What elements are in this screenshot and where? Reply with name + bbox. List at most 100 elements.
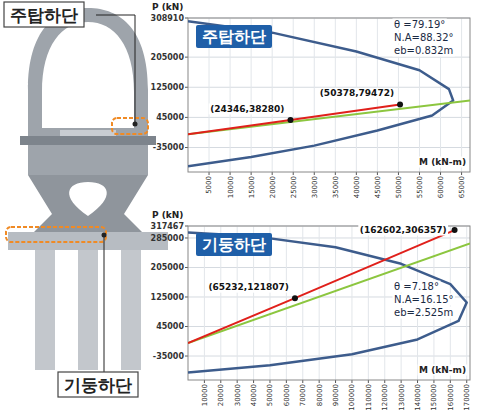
- x-tick-label: 50000: [395, 176, 403, 198]
- diagram-label: 기둥하단: [64, 375, 132, 395]
- chart: -35000 45000 125000 205000 285000 317467 10000…: [151, 210, 472, 411]
- grid-line: [368, 226, 369, 380]
- plot-bg: [188, 18, 470, 172]
- x-tick-label: 100000: [348, 384, 356, 411]
- label-patch: [393, 307, 455, 319]
- x-tick-label: 120000: [381, 384, 389, 411]
- x-tick-label: 50000: [266, 384, 274, 406]
- label-box: [4, 2, 84, 27]
- tower-illustration: 주탑하단기둥하단: [4, 2, 168, 397]
- point-marker: [287, 117, 293, 123]
- title-box: [196, 233, 272, 256]
- point-marker: [397, 101, 403, 107]
- x-tick-label: 140000: [414, 384, 422, 411]
- grid-line: [384, 226, 385, 380]
- point-marker: [452, 227, 458, 233]
- leader: [96, 15, 135, 124]
- x-tick-label: 40000: [250, 384, 258, 406]
- y-tick-label: -35000: [153, 352, 185, 361]
- x-tick-label: 65000: [458, 176, 466, 198]
- chart: -350004500012500020500030891050001000015…: [151, 2, 470, 198]
- label-patch: [393, 281, 441, 293]
- y-tick-label: 317467: [151, 222, 184, 231]
- x-tick-label: 30000: [311, 176, 319, 198]
- pile: [78, 250, 98, 370]
- label-patch: [318, 88, 395, 99]
- x-tick-label: 110000: [365, 384, 373, 411]
- point-label: (24346,38280): [210, 104, 284, 114]
- x-tick-label: 5000: [205, 176, 213, 194]
- series-line: [188, 100, 470, 134]
- label-patch: [209, 103, 286, 114]
- pile: [35, 250, 55, 370]
- x-tick-label: 10000: [201, 384, 209, 406]
- diagram-label: 주탑하단: [10, 5, 78, 25]
- y-tick-label: 205000: [151, 263, 185, 272]
- tower-upper: [28, 8, 148, 175]
- series-line: [188, 232, 467, 372]
- y-tick-label: 125000: [151, 293, 185, 302]
- leader-dot: [102, 233, 107, 238]
- x-tick-label: 40000: [353, 176, 361, 198]
- label-patch: [418, 157, 468, 168]
- label-patch: [393, 19, 447, 31]
- leader-dot: [133, 122, 138, 127]
- chart-title: 주탑하단: [202, 27, 266, 46]
- point-label: (65232,121807): [208, 282, 289, 292]
- y-tick-label: 45000: [156, 322, 184, 331]
- x-tick-label: 45000: [374, 176, 382, 198]
- x-tick-label: 20000: [269, 176, 277, 198]
- x-tick-label: 15000: [248, 176, 256, 198]
- plot-bg: [188, 226, 470, 380]
- label-box: [58, 372, 138, 397]
- x-tick-label: 55000: [416, 176, 424, 198]
- grid-line: [188, 267, 470, 268]
- series-line: [188, 230, 455, 343]
- x-tick-label: 80000: [316, 384, 324, 406]
- data-layer: [188, 227, 470, 373]
- grid-line: [319, 226, 320, 380]
- x-tick-label: 70000: [299, 384, 307, 406]
- section-mark: [6, 227, 106, 242]
- y-tick-label: 308910: [151, 14, 185, 23]
- y-tick-label: 205000: [151, 53, 185, 62]
- point-label: (162602,306357): [360, 225, 447, 235]
- series-line: [188, 244, 470, 344]
- x-tick-label: 160000: [447, 384, 455, 411]
- data-layer: [188, 21, 470, 166]
- label-patch: [358, 225, 448, 236]
- y-tick-label: 45000: [156, 113, 184, 122]
- pile: [121, 250, 141, 370]
- label-patch: [393, 294, 456, 306]
- label-patch: [207, 282, 291, 293]
- y-tick-label: -35000: [153, 143, 185, 152]
- x-tick-label: 25000: [290, 176, 298, 198]
- note: eb=0.832m: [394, 45, 453, 56]
- figure: 주탑하단기둥하단-3500045000125000205000308910500…: [0, 0, 498, 414]
- x-tick-label: 30000: [234, 384, 242, 406]
- tower-lower: [28, 175, 148, 232]
- x-tick-label: 90000: [332, 384, 340, 406]
- note: N.A=16.15°: [394, 294, 454, 305]
- grid-line: [351, 226, 352, 380]
- y-axis-title: P (kN): [152, 210, 183, 220]
- x-tick-label: 60000: [437, 176, 445, 198]
- title-box: [196, 25, 272, 48]
- x-tick-label: 10000: [227, 176, 235, 198]
- plot-frame: [188, 18, 470, 172]
- x-tick-label: 60000: [283, 384, 291, 406]
- series-line: [188, 104, 400, 134]
- note: N.A=88.32°: [394, 32, 454, 43]
- point-label: (50378,79472): [320, 88, 394, 98]
- grid-line: [461, 18, 462, 172]
- y-axis-title: P (kN): [152, 2, 183, 12]
- label-patch: [393, 32, 456, 44]
- x-axis-title: M (kN-m): [419, 365, 466, 375]
- x-tick-label: 35000: [332, 176, 340, 198]
- y-tick-label: 285000: [151, 234, 185, 243]
- plot-frame: [188, 226, 470, 380]
- label-patch: [393, 45, 455, 57]
- leader: [104, 235, 105, 372]
- deck-detail: [60, 130, 116, 136]
- x-tick-label: 150000: [430, 384, 438, 411]
